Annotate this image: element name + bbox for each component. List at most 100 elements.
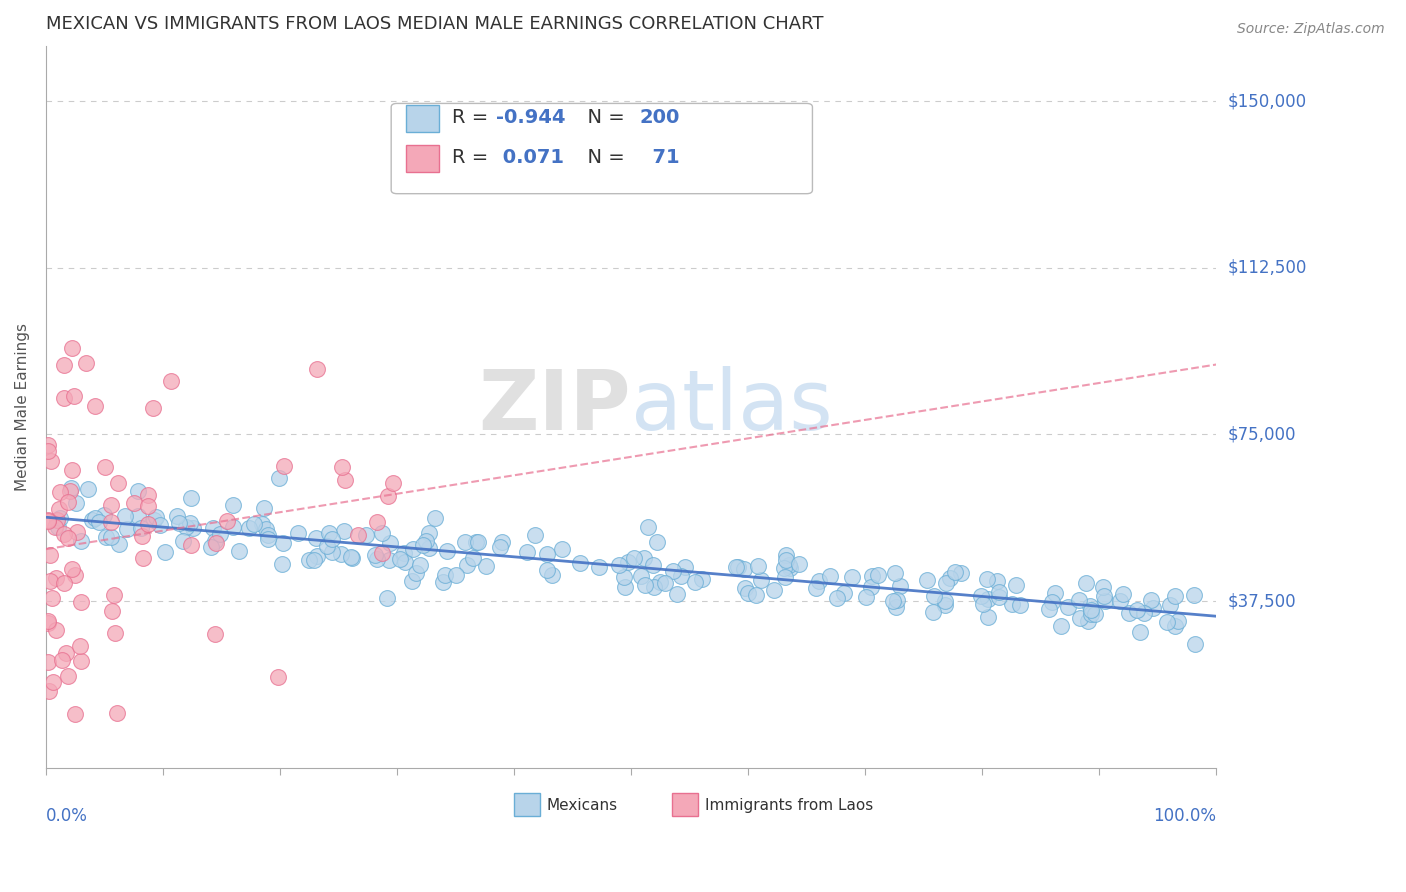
Point — [354, 528, 377, 542]
FancyBboxPatch shape — [672, 793, 697, 816]
Point — [1005, 578, 1028, 592]
Point — [690, 572, 713, 586]
Point — [94, 530, 117, 544]
Point — [93, 508, 115, 522]
Point — [69, 654, 91, 668]
Point — [305, 532, 328, 546]
Point — [412, 538, 434, 552]
Point — [60, 463, 83, 477]
Point — [108, 536, 131, 550]
Point — [409, 558, 432, 573]
Point — [1040, 595, 1063, 609]
Point — [467, 535, 489, 549]
Point — [1078, 599, 1101, 613]
Point — [166, 508, 188, 523]
Point — [318, 526, 340, 541]
Point — [105, 706, 128, 721]
Point — [808, 574, 831, 588]
Point — [734, 562, 756, 576]
Point — [302, 553, 325, 567]
Point — [1074, 576, 1097, 591]
Point — [371, 547, 394, 561]
Point — [787, 557, 810, 571]
Point — [380, 536, 402, 550]
Point — [48, 502, 70, 516]
Point — [58, 669, 80, 683]
Point — [1167, 614, 1189, 628]
FancyBboxPatch shape — [406, 105, 439, 132]
Point — [950, 566, 973, 580]
Point — [56, 531, 79, 545]
Point — [100, 499, 122, 513]
Point — [986, 574, 1008, 589]
Point — [52, 527, 75, 541]
Point — [536, 548, 558, 562]
Text: $37,500: $37,500 — [1227, 592, 1296, 610]
Point — [773, 561, 796, 575]
Point — [238, 521, 260, 535]
Point — [970, 589, 993, 603]
Point — [39, 454, 62, 468]
Point — [253, 500, 276, 515]
Text: $150,000: $150,000 — [1227, 92, 1306, 111]
Point — [221, 520, 243, 534]
Point — [489, 540, 512, 554]
Point — [169, 516, 191, 530]
Point — [56, 495, 79, 509]
Point — [725, 560, 748, 574]
Point — [461, 550, 484, 565]
Point — [271, 536, 294, 550]
Point — [321, 545, 343, 559]
Point — [1156, 615, 1178, 629]
Point — [252, 517, 274, 532]
Point — [115, 522, 138, 536]
Point — [257, 528, 280, 542]
Point — [45, 623, 67, 637]
Point — [1126, 603, 1149, 617]
Text: 200: 200 — [640, 108, 679, 128]
Point — [340, 551, 363, 566]
Point — [70, 534, 93, 549]
Point — [922, 589, 945, 603]
Point — [634, 577, 657, 591]
Point — [1038, 601, 1060, 615]
Text: 0.071: 0.071 — [496, 148, 564, 167]
Text: atlas: atlas — [631, 367, 832, 447]
Point — [127, 483, 149, 498]
Point — [114, 508, 136, 523]
Point — [101, 604, 124, 618]
Point — [1140, 593, 1163, 607]
Point — [884, 566, 907, 580]
Point — [860, 568, 883, 582]
Point — [87, 515, 110, 529]
Point — [569, 557, 592, 571]
Point — [84, 400, 107, 414]
Point — [1080, 602, 1102, 616]
Point — [806, 581, 828, 595]
Text: 71: 71 — [640, 148, 681, 167]
Point — [1084, 607, 1107, 621]
Point — [179, 516, 201, 530]
Point — [551, 541, 574, 556]
Point — [1108, 593, 1130, 607]
Point — [174, 520, 197, 534]
Point — [778, 558, 800, 572]
Point — [1182, 588, 1205, 602]
Point — [131, 529, 153, 543]
Point — [1133, 606, 1156, 620]
Point — [330, 460, 353, 475]
Point — [202, 520, 225, 534]
Point — [934, 594, 956, 608]
Point — [654, 576, 676, 591]
Point — [38, 574, 60, 588]
Point — [83, 511, 105, 525]
Point — [37, 513, 59, 527]
Point — [418, 526, 440, 541]
Point — [104, 626, 127, 640]
Point — [405, 566, 427, 581]
Point — [648, 574, 671, 589]
Text: N =: N = — [575, 108, 631, 128]
Point — [45, 571, 67, 585]
Text: R =: R = — [451, 108, 495, 128]
Point — [153, 545, 176, 559]
